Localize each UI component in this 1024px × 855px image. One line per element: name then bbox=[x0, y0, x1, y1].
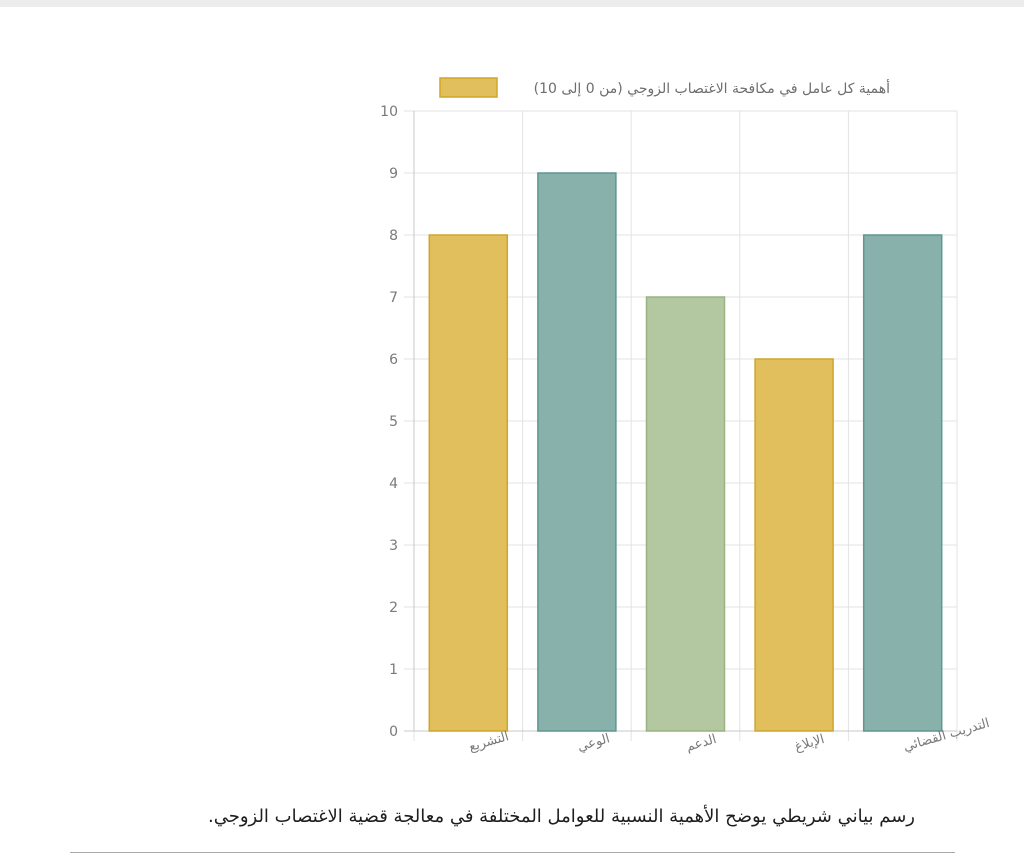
x-tick-label: التشريع bbox=[467, 729, 510, 755]
y-tick-label: 8 bbox=[389, 228, 398, 244]
y-tick-label: 4 bbox=[389, 476, 398, 492]
bar-1 bbox=[428, 234, 509, 732]
legend-label: أهمية كل عامل في مكافحة الاغتصاب الزوجي … bbox=[534, 79, 890, 97]
y-tick-label: 5 bbox=[389, 414, 398, 430]
x-tick-label: الوعي bbox=[576, 731, 612, 754]
y-tick-label: 0 bbox=[389, 724, 398, 740]
x-tick-label: الدعم bbox=[684, 732, 718, 755]
x-tick-label: الإبلاغ bbox=[793, 732, 826, 755]
bar-3 bbox=[645, 296, 726, 732]
y-tick-label: 6 bbox=[389, 352, 398, 368]
y-tick-label: 1 bbox=[389, 662, 398, 678]
y-tick-label: 3 bbox=[389, 538, 398, 554]
bar-5 bbox=[862, 234, 943, 732]
y-tick-label: 7 bbox=[389, 290, 398, 306]
bar-4 bbox=[754, 358, 834, 732]
y-tick-label: 2 bbox=[389, 600, 398, 616]
y-tick-label: 9 bbox=[389, 166, 398, 182]
y-tick-label: 10 bbox=[380, 104, 398, 120]
bottom-divider bbox=[70, 852, 955, 853]
figure-caption: رسم بياني شريطي يوضح الأهمية النسبية للع… bbox=[207, 806, 915, 827]
top-divider bbox=[0, 0, 1024, 7]
legend-swatch bbox=[439, 77, 498, 98]
bar-2 bbox=[537, 172, 617, 732]
